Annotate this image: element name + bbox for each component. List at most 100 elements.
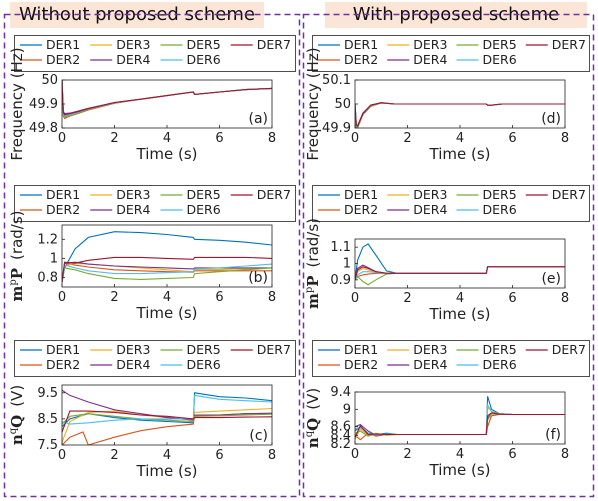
series-line-der2 xyxy=(62,80,272,120)
y-tick-label: 49.9 xyxy=(322,121,351,136)
x-axis-label: Time (s) xyxy=(429,145,491,163)
axes-box xyxy=(61,79,273,129)
x-tick-label: 0 xyxy=(351,447,359,462)
series-line-der5 xyxy=(355,102,565,128)
frame-right xyxy=(302,13,595,498)
x-tick-label: 6 xyxy=(215,448,223,463)
y-tick-label: 1.2 xyxy=(37,232,58,247)
x-tick-label: 6 xyxy=(508,447,516,462)
series-group xyxy=(355,243,565,286)
y-tick-label: 0.8 xyxy=(37,270,58,285)
legend-label-der4: DER4 xyxy=(116,202,150,217)
series-line-der4 xyxy=(355,413,565,436)
legend-label-der7: DER7 xyxy=(552,37,586,52)
x-axis-label: Time (s) xyxy=(136,145,198,163)
legend-box xyxy=(14,35,296,72)
y-tick-label: 50 xyxy=(334,97,351,112)
x-tick-label: 0 xyxy=(58,448,66,463)
y-label-unit: (V) xyxy=(304,388,322,410)
frame-left xyxy=(3,13,301,498)
series-line-der7 xyxy=(62,410,272,433)
legend-label-der7: DER7 xyxy=(257,342,291,357)
series-line-der5 xyxy=(62,413,272,425)
legend-b: DER1 DER3 DER5 DER7 DER2 DER4 DER6 xyxy=(14,185,296,222)
legend-a: DER1 DER3 DER5 DER7 DER2 DER4 DER6 xyxy=(14,35,296,72)
y-tick-label: 50.1 xyxy=(322,73,351,88)
y-tick-label: 1.1 xyxy=(330,240,351,255)
legend-d: DER1 DER3 DER5 DER7 DER2 DER4 DER6 xyxy=(312,35,590,72)
panel-label: (c) xyxy=(249,428,268,444)
legend-label-der3: DER3 xyxy=(413,342,447,357)
x-tick-label: 6 xyxy=(215,131,223,146)
series-line-der6 xyxy=(62,80,272,117)
x-tick-label: 2 xyxy=(110,448,118,463)
legend-label-der5: DER5 xyxy=(483,37,517,52)
legend-label-der3: DER3 xyxy=(413,187,447,202)
y-tick-label: 49.9 xyxy=(29,97,58,112)
series-line-der3 xyxy=(62,80,272,117)
x-tick-label: 4 xyxy=(163,290,171,305)
panel-c: 0 2 4 6 8 7.5 8.5 9.5 Time (s) nqQ (V) (c) xyxy=(8,384,276,480)
x-axis-label: Time (s) xyxy=(136,304,198,322)
series-line-der4 xyxy=(62,389,272,421)
legend-label-der4: DER4 xyxy=(413,357,447,372)
x-axis-label: Time (s) xyxy=(136,462,198,480)
x-tick-label: 2 xyxy=(403,447,411,462)
x-axis-label: Time (s) xyxy=(429,461,491,479)
series-line-der2 xyxy=(62,262,272,283)
y-tick-label: 8.6 xyxy=(330,420,351,435)
x-tick-label: 2 xyxy=(403,131,411,146)
axes-box xyxy=(354,391,566,445)
y-label-after: P xyxy=(304,275,322,286)
series-line-der7 xyxy=(355,102,565,127)
legend-label-der2: DER2 xyxy=(46,202,80,217)
y-label-sup: q xyxy=(304,430,315,437)
y-label-sup: p xyxy=(304,287,315,293)
legend-label-der4: DER4 xyxy=(116,52,150,67)
x-tick-label: 2 xyxy=(110,290,118,305)
legend-box xyxy=(312,340,590,377)
legend-label-der1: DER1 xyxy=(46,187,80,202)
y-tick-label: 9 xyxy=(343,402,351,417)
legend-label-der1: DER1 xyxy=(344,37,378,52)
y-label-after: Q xyxy=(8,415,26,428)
legend-label-der6: DER6 xyxy=(187,357,221,372)
legend-label-der5: DER5 xyxy=(187,187,221,202)
panel-b: 0 2 4 6 8 0.8 1 1.2 Time (s) mpP (rad/s) (b) xyxy=(8,210,276,322)
x-tick-label: 4 xyxy=(163,131,171,146)
y-tick-label: 9.4 xyxy=(330,385,351,400)
x-tick-label: 4 xyxy=(456,291,464,306)
legend-label-der2: DER2 xyxy=(344,202,378,217)
legend-label-der5: DER5 xyxy=(483,187,517,202)
legend-label-der6: DER6 xyxy=(483,202,517,217)
series-line-der6 xyxy=(355,403,565,436)
series-line-der1 xyxy=(62,80,272,117)
legend-label-der6: DER6 xyxy=(187,52,221,67)
panel-d: 0 2 4 6 8 49.9 50 50.1 Time (s) Frequency (Hz) (d) xyxy=(304,47,569,163)
y-label-after: Q xyxy=(304,418,322,431)
legend-label-der4: DER4 xyxy=(413,52,447,67)
x-tick-label: 8 xyxy=(268,290,276,305)
legend-label-der1: DER1 xyxy=(344,342,378,357)
panel-label: (b) xyxy=(248,270,268,286)
x-tick-label: 8 xyxy=(561,291,569,306)
x-tick-label: 2 xyxy=(110,131,118,146)
panel-e: 0 2 4 6 8 0.91 1.1 Time (s) mpP (rad/s) (e) xyxy=(304,218,569,323)
y-label-main: n xyxy=(304,437,322,448)
series-group xyxy=(62,389,272,445)
legend-label-der7: DER7 xyxy=(552,187,586,202)
series-line-der6 xyxy=(355,102,565,128)
y-tick-label: 8.5 xyxy=(37,412,58,427)
x-tick-label: 8 xyxy=(561,131,569,146)
legend-label-der5: DER5 xyxy=(187,342,221,357)
y-tick-label: 8.4 xyxy=(330,428,351,443)
y-tick-label: 0.9 xyxy=(330,273,351,288)
legend-label-der4: DER4 xyxy=(116,357,150,372)
x-tick-label: 6 xyxy=(508,291,516,306)
y-label-unit: (rad/s) xyxy=(304,218,322,267)
series-line-der7 xyxy=(355,412,565,438)
legend-label-der7: DER7 xyxy=(257,187,291,202)
panel-label: (f) xyxy=(545,427,561,443)
x-tick-label: 4 xyxy=(163,448,171,463)
